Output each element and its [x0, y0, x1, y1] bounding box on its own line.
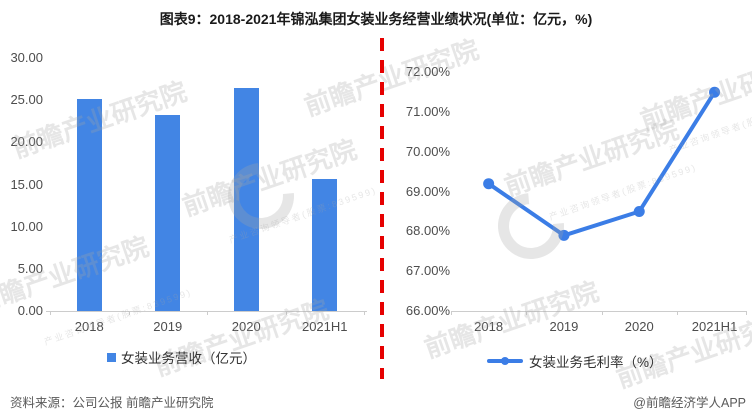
line-data-point	[709, 86, 721, 98]
line-y-axis-tick-label: 69.00%	[405, 183, 450, 199]
bar-x-axis-line	[46, 311, 367, 312]
revenue-bar	[233, 88, 259, 311]
bar-x-axis-tick	[128, 311, 130, 315]
bar-y-axis-tick-label: 15.00	[10, 176, 43, 192]
line-data-point	[558, 229, 570, 241]
line-x-axis-tick	[526, 311, 528, 315]
line-x-axis-category-label: 2020	[624, 319, 654, 334]
revenue-bar	[155, 115, 181, 311]
bar-x-axis-tick	[364, 311, 365, 315]
legend-gross-margin: 女装业务毛利率（%）	[487, 351, 663, 371]
bar-y-axis-tick-label: 20.00	[10, 134, 43, 150]
line-x-axis-tick	[676, 311, 678, 315]
app-credit: @前瞻经济学人APP	[633, 396, 746, 410]
revenue-bar	[312, 178, 338, 311]
red-dashed-divider	[380, 38, 384, 379]
gross-margin-line-svg	[483, 86, 721, 241]
legend-gross-margin-label: 女装业务毛利率（%）	[529, 355, 663, 370]
line-y-axis-tick-label: 68.00%	[405, 223, 450, 239]
legend-marker-dot	[501, 357, 509, 365]
line-y-axis-tick-label: 71.00%	[405, 104, 450, 120]
line-y-axis-tick-label: 72.00%	[405, 64, 450, 80]
line-x-axis-category-label: 2018	[474, 319, 504, 334]
line-x-axis-line	[451, 311, 747, 312]
bar-y-axis-tick-label: 5.00	[17, 260, 43, 276]
line-y-axis-tick-label: 67.00%	[405, 263, 450, 279]
line-x-axis-category-label: 2021H1	[691, 319, 738, 334]
legend-marker-line	[487, 357, 523, 365]
bar-x-axis-category-label: 2020	[231, 319, 261, 334]
bar-x-axis-category-label: 2018	[74, 319, 104, 334]
line-data-point	[483, 178, 495, 190]
revenue-bar	[76, 99, 102, 311]
bar-x-axis-tick	[285, 311, 287, 315]
bar-y-axis-tick-label: 30.00	[10, 50, 43, 65]
bar-x-axis-tick	[207, 311, 208, 315]
line-x-axis-tick	[746, 311, 747, 315]
line-data-point	[633, 206, 645, 218]
bar-x-axis-category-label: 2021H1	[301, 319, 348, 334]
bar-x-axis-category-label: 2019	[153, 319, 183, 334]
chart-title: 图表9：2018-2021年锦泓集团女装业务经营业绩状况(单位：亿元，%)	[159, 11, 593, 27]
bar-x-axis-tick	[50, 311, 51, 315]
line-y-axis-tick-label: 70.00%	[405, 143, 450, 159]
line-y-axis-tick-label: 66.00%	[405, 303, 450, 318]
source-note: 资料来源：公司公报 前瞻产业研究院	[10, 396, 214, 410]
legend-revenue-label: 女装业务营收（亿元）	[121, 351, 256, 366]
legend-marker-square	[107, 352, 116, 362]
line-x-axis-tick	[451, 311, 452, 315]
line-x-axis-tick	[601, 311, 603, 315]
bar-y-axis-tick-label: 0.00	[17, 303, 43, 318]
bar-y-axis-tick-label: 10.00	[10, 218, 43, 234]
gross-margin-line	[486, 90, 717, 238]
legend-revenue: 女装业务营收（亿元）	[107, 347, 256, 367]
bar-y-axis-tick-label: 25.00	[10, 92, 43, 108]
line-x-axis-category-label: 2019	[549, 319, 579, 334]
